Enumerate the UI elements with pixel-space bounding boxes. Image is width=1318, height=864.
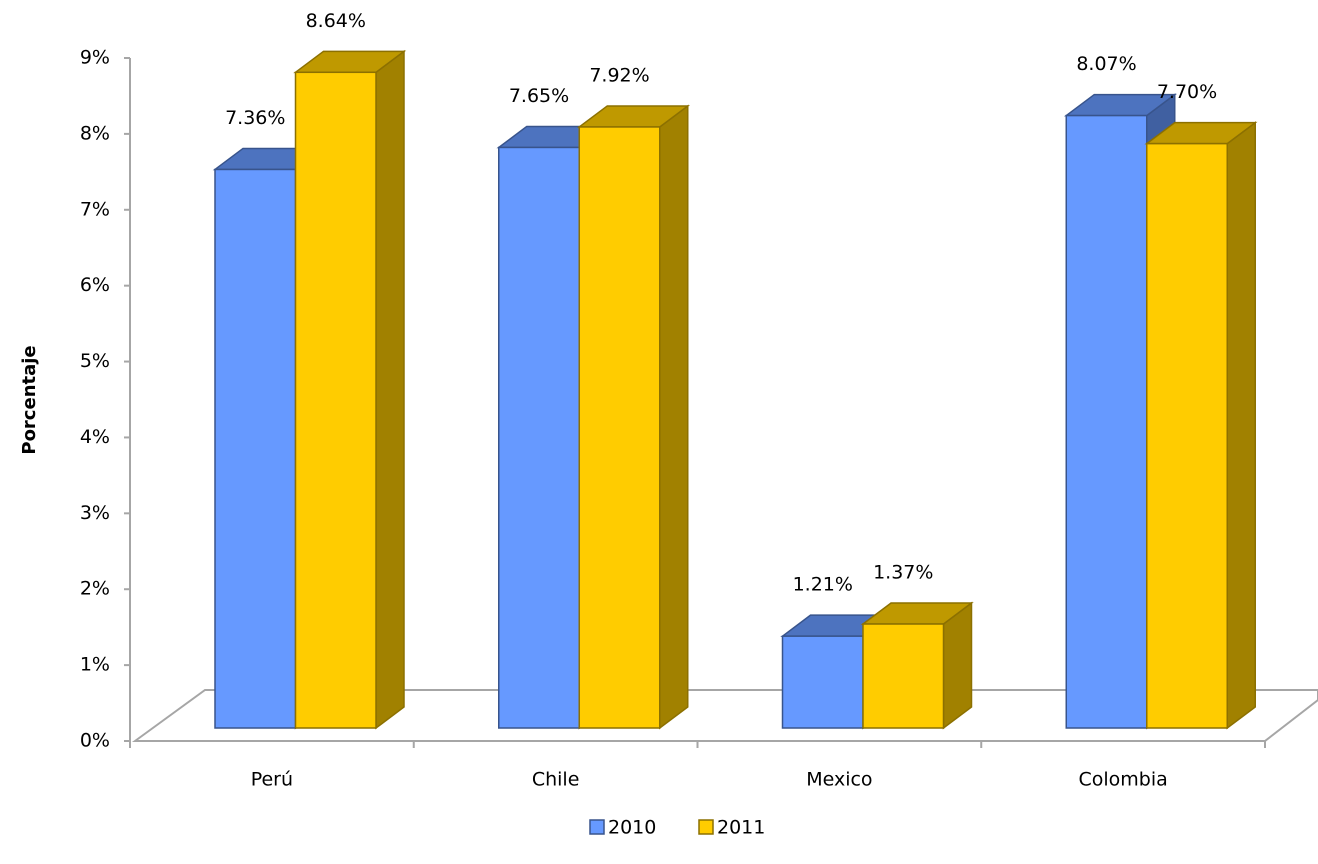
bar [498,146,580,729]
x-tick-label: Chile [532,769,580,791]
bar [862,623,945,729]
bar-side [375,49,405,730]
y-tick-label: 5% [80,350,110,372]
legend-label: 2011 [717,817,765,839]
bar-side [1226,121,1256,730]
bar [294,71,377,729]
y-tick-label: 2% [80,578,110,600]
y-tick-label: 4% [80,426,110,448]
data-label: 7.92% [589,64,649,86]
data-label: 7.36% [225,107,285,129]
y-tick-label: 1% [80,654,110,676]
y-tick-label: 9% [80,47,110,69]
data-label: 1.37% [873,562,933,584]
data-label: 1.21% [793,574,853,596]
data-label: 8.64% [306,10,366,32]
data-label: 7.65% [509,85,569,107]
legend-swatch [698,819,714,835]
legend-swatch [589,819,605,835]
bar [214,168,297,729]
y-tick-label: 8% [80,122,110,144]
data-label: 7.70% [1157,81,1217,103]
legend-label: 2010 [608,817,656,839]
y-tick-label: 7% [80,198,110,220]
y-tick-label: 3% [80,502,110,524]
bar [781,635,864,729]
x-tick-label: Mexico [806,769,872,791]
x-tick-label: Colombia [1078,769,1167,791]
x-tick-label: Perú [251,769,293,791]
bar-side [659,104,689,730]
y-axis-title: Porcentaje [19,345,40,454]
bar [1146,142,1228,729]
y-tick-label: 6% [80,274,110,296]
bar [1065,114,1148,729]
bar [578,126,661,729]
data-label: 8.07% [1076,53,1136,75]
y-tick-label: 0% [80,730,110,752]
